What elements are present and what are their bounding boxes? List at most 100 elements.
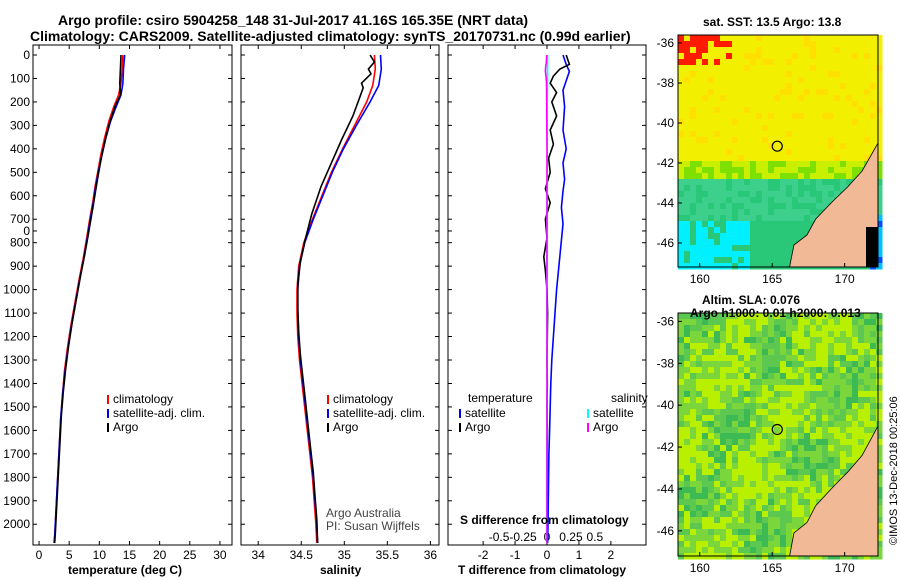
map-cell (828, 433, 835, 440)
map-cell (726, 457, 733, 464)
map-cell (726, 325, 733, 332)
map-cell (726, 77, 733, 84)
map-cell (714, 179, 721, 186)
map-cell (690, 167, 697, 174)
map-cell (708, 421, 715, 428)
map-cell (714, 367, 721, 374)
map-cell (768, 221, 775, 228)
map-cell (762, 481, 769, 488)
map-cell (768, 361, 775, 368)
map-cell (708, 101, 715, 108)
map-cell (702, 409, 709, 416)
map-cell (768, 257, 775, 264)
map-cell (762, 167, 769, 174)
map-cell (744, 173, 751, 180)
map-cell (720, 107, 727, 114)
map-cell (744, 541, 751, 548)
map-cell (750, 385, 757, 392)
map-cell (786, 481, 793, 488)
map-cell (798, 505, 805, 512)
map-cell (702, 245, 709, 252)
map-cell (786, 313, 793, 320)
map-cell (834, 161, 841, 168)
y-tick-label: 300 (10, 118, 30, 132)
map-cell (876, 35, 883, 42)
map-cell (714, 239, 721, 246)
map-cell (750, 35, 757, 42)
map-cell (738, 517, 745, 524)
map-cell (786, 149, 793, 156)
map-cell (792, 65, 799, 72)
map-cell (834, 77, 841, 84)
map-cell (732, 529, 739, 536)
map-cell (834, 59, 841, 66)
map-cell (708, 547, 715, 554)
map-cell (876, 433, 883, 440)
map-cell (828, 325, 835, 332)
map-cell (702, 95, 709, 102)
map-cell (714, 35, 721, 42)
map-cell (864, 355, 871, 362)
map-cell (768, 137, 775, 144)
map-cell (696, 427, 703, 434)
map-cell (846, 113, 853, 120)
map-cell (714, 379, 721, 386)
map-cell (726, 227, 733, 234)
map-cell (726, 313, 733, 320)
map-cell (870, 47, 877, 54)
map-cell (726, 505, 733, 512)
map-cell (816, 361, 823, 368)
map-cell (738, 53, 745, 60)
map-cell (816, 385, 823, 392)
map-cell (744, 427, 751, 434)
map-cell (822, 397, 829, 404)
map-cell (750, 313, 757, 320)
map-cell (834, 119, 841, 126)
map-cell (684, 53, 691, 60)
map-cell (750, 427, 757, 434)
map-cell (684, 463, 691, 470)
salinity-axis-label: salinity (320, 563, 362, 577)
map-cell (756, 113, 763, 120)
map-cell (774, 511, 781, 518)
map-cell (870, 331, 877, 338)
map-cell (726, 361, 733, 368)
map-cell (810, 349, 817, 356)
s-tick-label: 0.25 (559, 530, 583, 544)
map-cell (762, 179, 769, 186)
map-cell (726, 131, 733, 138)
map-cell (744, 203, 751, 210)
map-cell (834, 101, 841, 108)
map-cell (708, 511, 715, 518)
map-cell (846, 457, 853, 464)
map-cell (690, 463, 697, 470)
legend-label: satellite-adj. clim. (333, 406, 425, 420)
map-cell (744, 475, 751, 482)
map-cell (732, 415, 739, 422)
map-cell (732, 373, 739, 380)
map-cell (798, 65, 805, 72)
map-cell (816, 131, 823, 138)
map-cell (792, 77, 799, 84)
map-cell (846, 65, 853, 72)
map-cell (696, 161, 703, 168)
map-cell (804, 191, 811, 198)
map-cell (678, 167, 685, 174)
map-cell (720, 421, 727, 428)
map-cell (768, 119, 775, 126)
map-cell (732, 161, 739, 168)
map-cell (804, 221, 811, 228)
map-cell (726, 367, 733, 374)
map-cell (840, 71, 847, 78)
map-cell (864, 41, 871, 48)
map-cell (684, 185, 691, 192)
map-cell (846, 349, 853, 356)
map-cell (738, 125, 745, 132)
map-cell (720, 173, 727, 180)
map-cell (786, 409, 793, 416)
map-cell (714, 535, 721, 542)
map-cell (786, 469, 793, 476)
map-cell (756, 53, 763, 60)
map-cell (864, 125, 871, 132)
map-cell (684, 197, 691, 204)
